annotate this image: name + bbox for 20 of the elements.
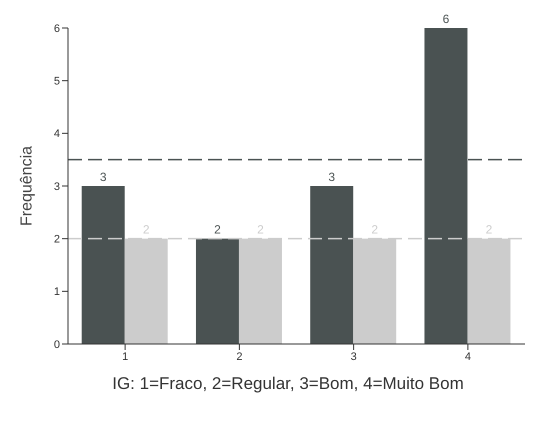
y-tick-label: 0 <box>54 338 60 351</box>
x-tick-label: 3 <box>350 350 357 363</box>
y-tick-label: 2 <box>54 234 60 246</box>
data-label: 3 <box>328 170 336 184</box>
y-axis-title: Frequência <box>18 146 36 226</box>
x-tick-label: 4 <box>464 350 471 363</box>
x-axis-title: IG: 1=Fraco, 2=Regular, 3=Bom, 4=Muito Bom <box>111 374 465 394</box>
y-tick-label: 5 <box>54 76 60 88</box>
y-tick-label: 4 <box>54 128 60 140</box>
bar <box>310 186 354 344</box>
data-label: 3 <box>100 170 107 184</box>
x-tick-label: 1 <box>122 350 128 363</box>
data-label: 6 <box>442 12 450 26</box>
bar <box>82 186 125 344</box>
y-tick-label: 1 <box>54 286 60 298</box>
data-label: 2 <box>214 222 222 237</box>
bar <box>196 238 239 344</box>
y-tick-label: 3 <box>54 180 60 193</box>
y-tick-label: 6 <box>54 22 60 35</box>
x-tick-label: 2 <box>236 350 242 363</box>
